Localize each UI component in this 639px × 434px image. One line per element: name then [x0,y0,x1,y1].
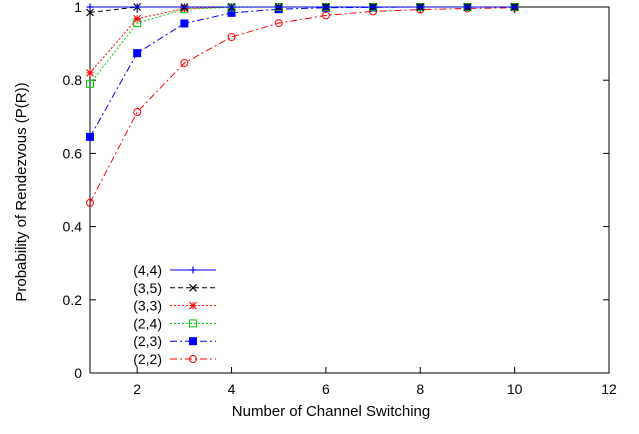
plot-layer: 2 4 6 8 10 1200.20.40.60.81(4,4)(3,5)(3,3)(2,… [63,0,617,397]
data-point [322,3,330,11]
legend-swatch-marker [189,355,197,363]
data-point [274,19,283,28]
data-point [86,132,94,141]
series-3-3 [86,3,519,77]
x-axis-label: Number of Channel Switching [232,403,430,420]
data-point [369,3,377,11]
data-point [86,3,94,11]
data-point [86,8,94,17]
y-tick-label: 0.2 [63,292,83,308]
legend-label: (2,3) [133,333,162,349]
legend-label: (3,5) [133,280,162,296]
plot-frame [89,6,610,374]
legend-swatch-marker [189,266,197,274]
data-point [511,3,519,11]
series-4-4 [86,3,519,11]
data-point [227,33,236,42]
data-point [180,58,189,67]
data-point [180,19,189,28]
series-2-4 [86,3,519,88]
y-tick-label: 0.8 [63,72,83,88]
data-point [463,3,471,11]
data-point [86,68,94,77]
legend-swatch-marker [189,319,197,328]
legend-label: (4,4) [133,262,162,278]
x-tick-label: 8 [416,381,424,397]
y-tick-label: 0 [74,365,82,381]
legend-label: (2,4) [133,315,162,331]
legend-swatch-marker [189,283,197,292]
x-tick-label: 4 [228,381,236,397]
data-point [133,49,142,58]
y-tick-label: 1 [74,0,82,15]
series-line [89,6,515,138]
series-line [89,6,515,74]
legend-label: (3,3) [133,298,162,314]
x-tick-label: 2 [133,381,141,397]
x-tick-label: 10 [507,381,523,397]
data-point [86,79,94,88]
data-point [133,3,141,11]
x-tick-label: 12 [601,381,617,397]
data-point [180,3,188,11]
x-tick-label: 6 [322,381,330,397]
data-point [86,198,94,207]
series-line [89,7,515,204]
data-point [321,11,330,20]
y-axis-label: Probability of Rendezvous (P(R)) [13,82,30,301]
legend-label: (2,2) [133,351,162,367]
series-3-5 [86,3,519,17]
data-point [228,3,236,11]
data-point [416,3,424,11]
series-2-3 [86,3,519,141]
legend-swatch-marker [189,337,197,346]
series-2-2 [86,3,519,207]
y-tick-label: 0.4 [63,219,83,235]
data-point [133,108,142,117]
series-line [89,6,515,85]
data-point [275,3,283,11]
data-point [133,14,142,23]
y-tick-label: 0.6 [63,145,83,161]
series-line [89,6,515,13]
legend-swatch-marker [189,301,197,310]
legend: (4,4) (3,5) (3,3)(2,4) (2,3) (2,2) [133,262,216,367]
